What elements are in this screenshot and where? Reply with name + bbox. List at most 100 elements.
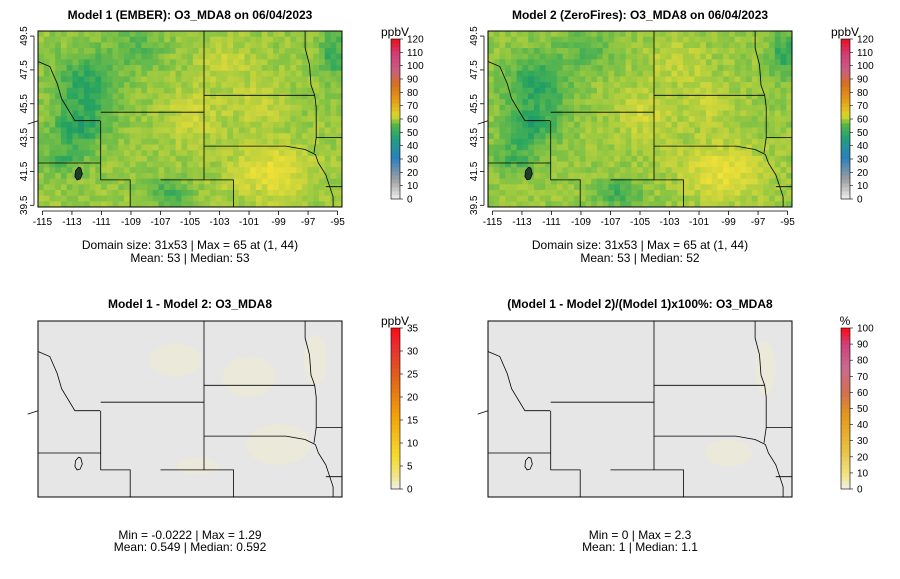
- grid-cell: [78, 42, 85, 49]
- colorbar-segment: [391, 91, 400, 96]
- grid-cell: [261, 195, 268, 202]
- grid-cell: [562, 31, 569, 38]
- grid-cell: [55, 93, 62, 100]
- grid-cell: [596, 127, 604, 134]
- colorbar-label: 50: [857, 128, 869, 139]
- grid-cell: [740, 93, 747, 100]
- grid-cell: [112, 172, 119, 180]
- grid-cell: [192, 150, 200, 157]
- grid-cell: [648, 42, 655, 49]
- grid-cell: [786, 127, 793, 134]
- grid-cell: [83, 42, 91, 49]
- grid-cell: [596, 189, 604, 197]
- grid-cell: [746, 93, 753, 100]
- state-border-line: [653, 31, 684, 207]
- grid-cell: [751, 178, 758, 185]
- grid-cell: [290, 127, 297, 134]
- grid-cell: [284, 155, 291, 162]
- grid-cell: [683, 144, 690, 151]
- grid-cell: [164, 53, 171, 60]
- grid-cell: [631, 127, 638, 134]
- colorbar-segment: [391, 163, 400, 168]
- grid-cell: [688, 172, 695, 180]
- grid-cell: [273, 48, 280, 55]
- grid-cell: [336, 82, 343, 89]
- grid-cell: [711, 189, 718, 197]
- grid-cell: [267, 59, 274, 66]
- grid-cell: [146, 31, 154, 38]
- grid-cell: [66, 116, 73, 123]
- grid-cell: [301, 184, 308, 191]
- grid-cell: [533, 150, 541, 157]
- grid-cell: [43, 76, 50, 83]
- grid-cell: [95, 65, 102, 72]
- grid-cell: [60, 82, 68, 89]
- grid-cell: [244, 189, 251, 197]
- grid-cell: [602, 104, 609, 111]
- grid-cell: [124, 161, 131, 168]
- grid-cell: [192, 48, 200, 55]
- grid-cell: [227, 144, 234, 151]
- grid-cell: [499, 82, 506, 89]
- grid-cell: [579, 201, 586, 208]
- colorbar-segment: [391, 420, 400, 425]
- grid-cell: [717, 155, 724, 162]
- grid-cell: [273, 53, 280, 60]
- grid-cell: [539, 161, 546, 168]
- grid-cell: [746, 167, 753, 174]
- grid-cell: [227, 133, 234, 140]
- grid-cell: [545, 195, 552, 202]
- grid-cell: [319, 167, 326, 174]
- grid-cell: [608, 104, 615, 111]
- grid-cell: [711, 127, 718, 134]
- grid-cell: [169, 184, 177, 191]
- grid-cell: [204, 59, 211, 66]
- grid-cell: [728, 93, 736, 100]
- grid-cell: [210, 178, 217, 185]
- grid-cell: [55, 155, 62, 162]
- grid-cell: [683, 138, 690, 145]
- grid-cell: [528, 87, 535, 94]
- grid-cell: [551, 121, 558, 128]
- grid-cell: [198, 42, 205, 49]
- grid-cell: [711, 195, 718, 202]
- grid-cell: [562, 42, 569, 49]
- grid-cell: [296, 189, 303, 197]
- grid-cell: [244, 48, 251, 55]
- grid-cell: [705, 99, 713, 106]
- state-border-line: [313, 385, 317, 443]
- grid-cell: [192, 167, 200, 174]
- grid-cell: [774, 138, 781, 145]
- grid-cell: [671, 36, 678, 43]
- grid-cell: [642, 59, 650, 66]
- grid-cell: [746, 31, 753, 38]
- grid-cell: [734, 189, 741, 197]
- grid-cell: [602, 127, 609, 134]
- grid-cell: [591, 110, 598, 117]
- grid-cell: [654, 48, 661, 55]
- grid-cell: [763, 195, 770, 202]
- grid-cell: [118, 31, 125, 38]
- grid-cell: [637, 178, 644, 185]
- grid-cell: [728, 195, 736, 202]
- grid-cell: [124, 82, 131, 89]
- grid-cell: [192, 82, 200, 89]
- grid-cell: [210, 70, 217, 77]
- grid-cell: [568, 65, 575, 72]
- grid-cell: [683, 161, 690, 168]
- grid-cell: [250, 82, 257, 89]
- grid-cell: [786, 138, 793, 145]
- grid-cell: [740, 82, 747, 89]
- grid-cell: [556, 150, 563, 157]
- grid-cell: [124, 144, 131, 151]
- grid-cell: [562, 65, 569, 72]
- grid-cell: [654, 127, 661, 134]
- grid-cell: [330, 121, 337, 128]
- grid-cell: [677, 36, 684, 43]
- grid-cell: [769, 138, 776, 145]
- colorbar-segment: [391, 412, 400, 417]
- grid-cell: [665, 48, 672, 55]
- grid-cell: [273, 104, 280, 111]
- grid-cell: [596, 133, 604, 140]
- grid-cell: [723, 53, 730, 60]
